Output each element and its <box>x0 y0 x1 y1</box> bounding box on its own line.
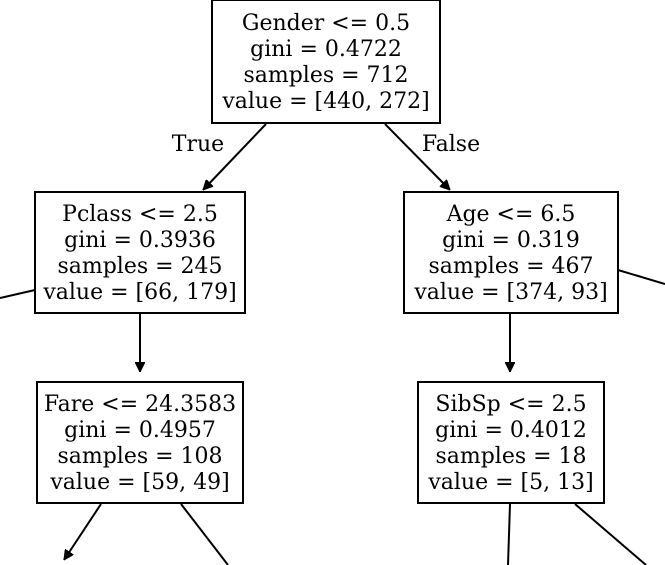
tree-node-root: Gender <= 0.5 gini = 0.4722 samples = 71… <box>211 0 441 124</box>
node-left-line-1: Pclass <= 2.5 <box>62 202 218 227</box>
node-root-line-1: Gender <= 0.5 <box>242 11 410 36</box>
node-root-line-4: value = [440, 272] <box>221 89 429 114</box>
node-root-line-3: samples = 712 <box>243 63 408 88</box>
node-left-left-line-2: gini = 0.4957 <box>64 418 216 443</box>
edge-left-left-to-child-b <box>180 503 229 565</box>
edge-right-left-to-child-b <box>574 503 647 565</box>
node-left-line-3: samples = 245 <box>57 254 222 279</box>
node-right-line-3: samples = 467 <box>428 254 593 279</box>
tree-node-left-left: Fare <= 24.3583 gini = 0.4957 samples = … <box>36 381 244 504</box>
edges <box>0 123 665 565</box>
node-right-line-4: value = [374, 93] <box>413 280 607 305</box>
node-left-left-line-4: value = [59, 49] <box>49 470 229 495</box>
edge-root-to-left <box>203 123 267 190</box>
node-right-left-line-2: gini = 0.4012 <box>435 418 587 443</box>
edge-label-true: True <box>172 132 224 157</box>
node-right-line-1: Age <= 6.5 <box>446 202 576 227</box>
edge-root-to-right <box>384 123 450 190</box>
node-root-line-2: gini = 0.4722 <box>250 37 402 62</box>
node-right-line-2: gini = 0.319 <box>442 228 580 253</box>
edge-right-left-to-child-a <box>507 503 511 565</box>
node-left-line-2: gini = 0.3936 <box>64 228 216 253</box>
node-right-left-line-4: value = [5, 13] <box>427 470 593 495</box>
tree-node-right: Age <= 6.5 gini = 0.319 samples = 467 va… <box>403 191 619 314</box>
node-right-left-line-3: samples = 18 <box>435 444 586 469</box>
node-right-left-line-1: SibSp <= 2.5 <box>435 392 586 417</box>
node-left-left-line-1: Fare <= 24.3583 <box>44 392 236 417</box>
tree-node-left: Pclass <= 2.5 gini = 0.3936 samples = 24… <box>34 191 246 314</box>
edge-right-offscreen <box>617 269 665 285</box>
node-left-line-4: value = [66, 179] <box>42 280 236 305</box>
edge-label-false: False <box>422 132 480 157</box>
edge-left-left-to-child-a <box>63 503 102 560</box>
tree-node-right-left: SibSp <= 2.5 gini = 0.4012 samples = 18 … <box>417 381 605 504</box>
node-left-left-line-3: samples = 108 <box>57 444 222 469</box>
edge-left-offscreen <box>0 289 36 299</box>
